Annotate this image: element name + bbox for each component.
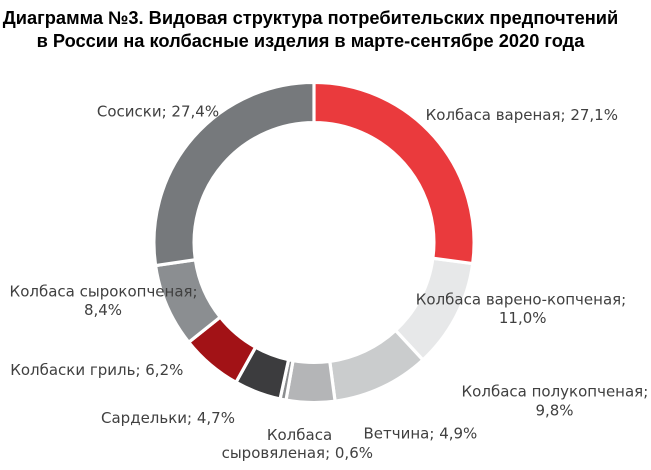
svg-text:Колбаски гриль; 6,2%: Колбаски гриль; 6,2% <box>10 361 183 379</box>
svg-text:Колбаса полукопченая;: Колбаса полукопченая; <box>462 383 649 401</box>
svg-text:сыровяленая; 0,6%: сыровяленая; 0,6% <box>222 444 373 462</box>
svg-text:11,0%: 11,0% <box>499 309 547 327</box>
svg-text:Сосиски; 27,4%: Сосиски; 27,4% <box>97 102 219 120</box>
svg-text:Колбаса вареная; 27,1%: Колбаса вареная; 27,1% <box>426 106 618 124</box>
svg-text:Колбаса варено-копченая;: Колбаса варено-копченая; <box>416 291 626 309</box>
svg-text:9,8%: 9,8% <box>535 402 573 420</box>
svg-text:Колбаса: Колбаса <box>267 426 332 444</box>
svg-text:Колбаса сырокопченая;: Колбаса сырокопченая; <box>10 282 198 300</box>
svg-text:8,4%: 8,4% <box>84 301 122 319</box>
svg-text:Ветчина; 4,9%: Ветчина; 4,9% <box>364 424 478 442</box>
svg-text:Сардельки; 4,7%: Сардельки; 4,7% <box>101 409 235 427</box>
